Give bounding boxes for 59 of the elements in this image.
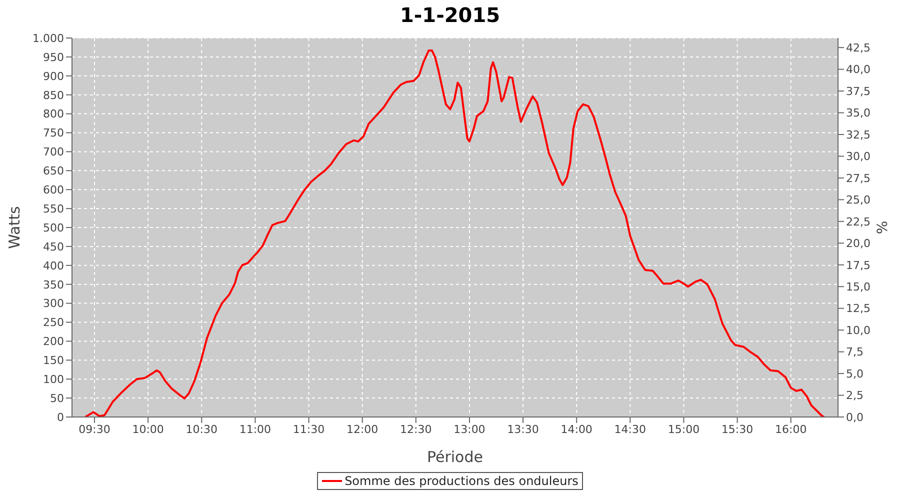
line-series [84,50,826,417]
y-tick-label: 750 [43,126,64,140]
y-tick-label: 100 [43,373,64,386]
x-tick-label: 10:00 [132,422,164,436]
chart-title: 1-1-2015 [398,2,502,29]
x-tick-label: 12:30 [400,422,432,436]
y-tick-label: 600 [43,184,64,197]
y2-axis-title: % [874,220,891,234]
y-tick-label: 200 [43,335,64,348]
y2-tick-label: 22,5 [846,215,870,228]
y-tick-label: 650 [43,164,64,178]
x-tick-label: 13:30 [507,422,539,436]
y2-tick-label: 15,0 [846,280,870,294]
y2-tick-label: 17,5 [846,258,870,272]
x-tick-label: 16:00 [775,422,807,436]
x-tick-label: 14:30 [614,422,646,436]
y-tick-label: 300 [43,297,64,310]
y2-tick-label: 27,5 [846,172,870,185]
y-tick-label: 150 [43,354,64,368]
y-tick-label: 550 [43,202,64,216]
x-tick-label: 15:30 [721,422,754,436]
legend-label: Somme des productions des onduleurs [344,474,578,488]
y2-tick-label: 35,0 [846,106,870,120]
y-tick-label: 850 [43,88,64,102]
x-tick-label: 11:00 [239,422,272,436]
x-tick-label: 12:00 [346,422,378,436]
y2-tick-label: 12,5 [846,302,870,316]
x-tick-label: 10:30 [186,422,218,436]
y-axis-title: Watts [5,206,24,249]
y-tick-label: 900 [43,70,64,83]
y2-tick-label: 2,5 [846,389,864,402]
x-tick-label: 09:30 [78,422,110,436]
y-tick-label: 400 [43,259,64,272]
y2-tick-label: 40,0 [846,63,870,76]
y2-tick-label: 7,5 [846,346,864,359]
y2-tick-label: 25,0 [846,194,870,207]
y2-tick-label: 32,5 [846,128,870,142]
y2-tick-label: 10,0 [846,324,870,337]
x-tick-label: 11:30 [292,422,325,436]
x-tick-label: 13:00 [454,422,486,436]
x-axis-title: Période [426,448,484,466]
y-tick-label: 450 [43,240,64,254]
y-tick-label: 950 [43,50,64,64]
y2-tick-label: 42,5 [846,41,870,54]
y2-tick-label: 5,0 [846,367,864,380]
y-tick-label: 500 [43,221,64,234]
y-tick-label: 50 [50,392,64,405]
y2-tick-label: 0,0 [846,410,864,424]
y-tick-label: 250 [43,316,64,330]
x-tick-label: 14:00 [560,422,592,436]
y-tick-label: 0 [57,410,64,424]
y-tick-label: 1.000 [32,32,64,45]
y2-tick-label: 30,0 [846,150,870,164]
y2-tick-label: 20,0 [846,237,870,250]
y2-tick-label: 37,5 [846,84,870,98]
x-tick-label: 15:00 [668,422,700,436]
y-tick-label: 700 [43,146,64,159]
y-tick-label: 800 [43,108,64,121]
y-tick-label: 350 [43,278,64,292]
